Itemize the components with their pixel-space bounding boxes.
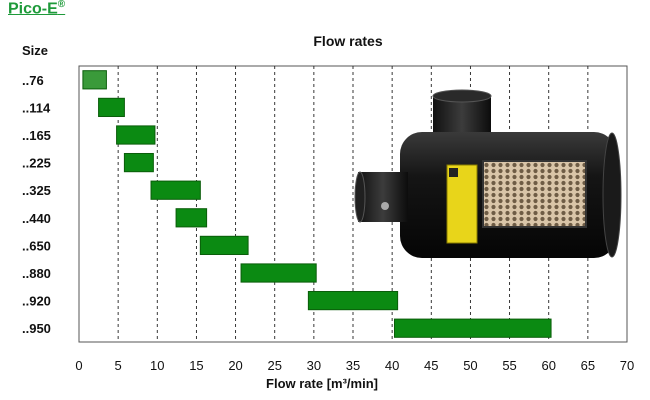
- flow-range-bar: [82, 70, 107, 90]
- size-tick-label: ..225: [22, 156, 51, 171]
- chart-title: Flow rates: [313, 33, 382, 49]
- flow-range-bar: [199, 235, 249, 256]
- y-axis-label: Size: [22, 43, 48, 58]
- registered-mark: ®: [57, 0, 66, 10]
- flow-range-bar: [307, 290, 399, 311]
- size-tick-label: ..950: [22, 321, 51, 336]
- size-tick-label: ..325: [22, 183, 51, 198]
- flow-range-bar: [175, 208, 208, 228]
- x-tick-label: 20: [228, 358, 242, 373]
- flow-range-bar: [98, 97, 125, 118]
- flow-range-bar: [123, 152, 154, 173]
- size-tick-labels: ..76 ..114 ..165 ..225 ..325 ..440 ..650 ..880.…: [22, 73, 51, 336]
- x-tick-label: 65: [581, 358, 595, 373]
- brand-logo: Pico-E®: [8, 0, 65, 18]
- x-tick-label: 50: [463, 358, 477, 373]
- flow-range-bar: [150, 180, 201, 200]
- x-tick-label: 45: [424, 358, 438, 373]
- flow-range-bars: [82, 70, 552, 338]
- x-tick-label: 10: [150, 358, 164, 373]
- x-tick-label: 55: [502, 358, 516, 373]
- x-tick-label: 60: [541, 358, 555, 373]
- size-tick-label: ..76: [22, 73, 44, 88]
- size-tick-label: ..650: [22, 238, 51, 253]
- x-tick-label: 40: [385, 358, 399, 373]
- size-tick-label: ..165: [22, 128, 51, 143]
- x-tick-label: 30: [307, 358, 321, 373]
- x-axis-label: Flow rate [m³/min]: [266, 376, 378, 391]
- size-tick-label: ..880: [22, 266, 51, 281]
- x-tick-label: 5: [115, 358, 122, 373]
- x-tick-label: 70: [620, 358, 634, 373]
- x-tick-label: 15: [189, 358, 203, 373]
- x-tick-label: 35: [346, 358, 360, 373]
- x-tick-label: 25: [267, 358, 281, 373]
- x-tick-labels: 0 5 10 15 20 25 30 35 40 45 50 55 60 65 70: [75, 358, 634, 373]
- plot-area: [78, 65, 628, 343]
- flow-range-bar: [240, 263, 317, 283]
- size-tick-label: ..440: [22, 211, 51, 226]
- brand-name: Pico-E: [8, 0, 58, 18]
- size-tick-label: ..920: [22, 294, 51, 309]
- x-tick-label: 0: [75, 358, 82, 373]
- air-filter-image: [354, 89, 622, 258]
- flow-range-bar: [393, 318, 552, 338]
- size-tick-label: ..114: [22, 100, 51, 115]
- flow-range-bar: [116, 125, 156, 145]
